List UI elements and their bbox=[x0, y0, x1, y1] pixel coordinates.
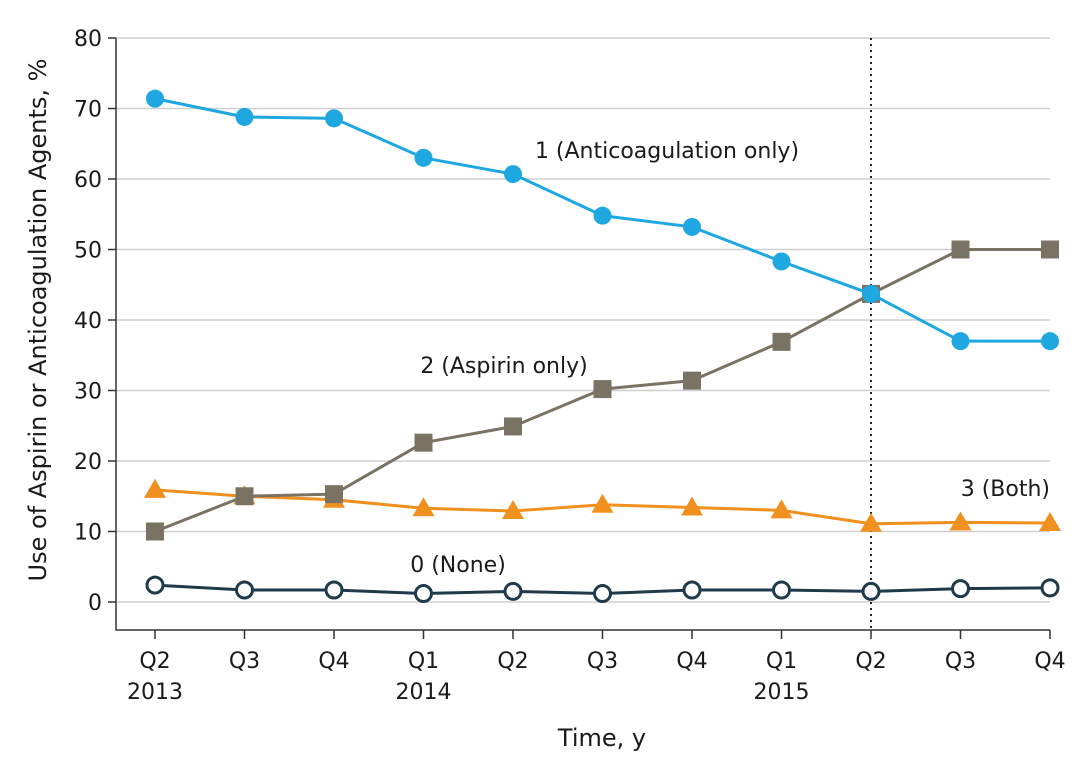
grid-lines bbox=[116, 37, 1050, 603]
y-tick-label: 10 bbox=[74, 521, 102, 546]
y-tick-label: 70 bbox=[74, 98, 102, 123]
data-point bbox=[1041, 332, 1059, 351]
data-point bbox=[951, 240, 970, 259]
series-label: 1 (Anticoagulation only) bbox=[535, 139, 799, 164]
data-point bbox=[683, 371, 701, 390]
data-point bbox=[860, 512, 882, 532]
data-point bbox=[683, 217, 701, 236]
data-point bbox=[145, 575, 165, 595]
data-point bbox=[504, 417, 522, 436]
data-point bbox=[1039, 512, 1061, 532]
series-label: 0 (None) bbox=[410, 553, 506, 578]
data-point bbox=[681, 496, 703, 516]
data-point bbox=[325, 485, 343, 504]
x-tick-label: Q4 bbox=[318, 649, 349, 674]
x-axis-title: Time, y bbox=[557, 724, 646, 752]
data-point bbox=[770, 499, 793, 519]
x-tick-label: Q1 bbox=[766, 649, 797, 674]
data-point bbox=[951, 332, 970, 351]
data-point bbox=[949, 511, 972, 531]
series-label: 2 (Aspirin only) bbox=[420, 354, 587, 379]
data-point bbox=[593, 584, 612, 604]
y-tick-label: 60 bbox=[74, 168, 102, 193]
y-tick-label: 20 bbox=[74, 450, 102, 475]
data-point bbox=[144, 478, 166, 498]
y-tick-label: 40 bbox=[74, 309, 102, 334]
x-year-label: 2014 bbox=[396, 680, 452, 705]
series-label: 3 (Both) bbox=[961, 477, 1050, 502]
data-point bbox=[412, 497, 435, 517]
x-year-label: 2013 bbox=[127, 680, 183, 705]
data-point bbox=[324, 580, 344, 600]
series-group bbox=[144, 89, 1061, 604]
data-point bbox=[414, 433, 433, 452]
axes: 0 10 20 30 40 50 60 70 80 Q2 Q3 Q4 Q1 Q2 Q3 Q4 Q1 Q2 Q3 Q4 2… bbox=[74, 27, 1066, 705]
data-point bbox=[862, 284, 880, 303]
x-tick-label: Q4 bbox=[1034, 649, 1065, 674]
x-tick-label: Q3 bbox=[229, 649, 260, 674]
data-point bbox=[591, 493, 614, 513]
data-point bbox=[772, 252, 791, 271]
data-point bbox=[504, 165, 522, 184]
y-axis-title: Use of Aspirin or Anticoagulation Agents… bbox=[24, 59, 52, 582]
data-point bbox=[593, 206, 612, 225]
data-point bbox=[235, 580, 254, 600]
data-point bbox=[861, 581, 881, 601]
data-point bbox=[951, 579, 970, 599]
x-tick-label: Q2 bbox=[497, 649, 528, 674]
y-tick-label: 30 bbox=[74, 380, 102, 405]
x-tick-label: Q4 bbox=[676, 649, 707, 674]
x-tick-label: Q2 bbox=[855, 649, 886, 674]
y-tick-label: 80 bbox=[74, 27, 102, 52]
label-group: 1 (Anticoagulation only) 2 (Aspirin only)… bbox=[410, 139, 1050, 578]
x-tick-label: Q3 bbox=[945, 649, 976, 674]
data-point bbox=[593, 380, 612, 399]
x-tick-label: Q2 bbox=[139, 649, 170, 674]
data-point bbox=[325, 109, 343, 128]
data-point bbox=[682, 580, 702, 600]
x-year-label: 2015 bbox=[754, 680, 810, 705]
data-point bbox=[1041, 240, 1059, 259]
axis-frame bbox=[115, 38, 1050, 631]
data-point bbox=[414, 584, 433, 604]
data-point bbox=[235, 487, 254, 506]
data-point bbox=[235, 107, 254, 126]
data-point bbox=[1040, 578, 1060, 598]
data-point bbox=[503, 581, 523, 601]
data-point bbox=[502, 500, 524, 520]
y-tick-label: 0 bbox=[88, 591, 102, 616]
data-point bbox=[146, 89, 164, 108]
y-tick-label: 50 bbox=[74, 239, 102, 264]
data-point bbox=[772, 332, 791, 351]
data-point bbox=[414, 148, 433, 167]
x-tick-label: Q3 bbox=[587, 649, 618, 674]
x-tick-label: Q1 bbox=[408, 649, 439, 674]
data-point bbox=[146, 522, 164, 541]
data-point bbox=[772, 580, 791, 600]
